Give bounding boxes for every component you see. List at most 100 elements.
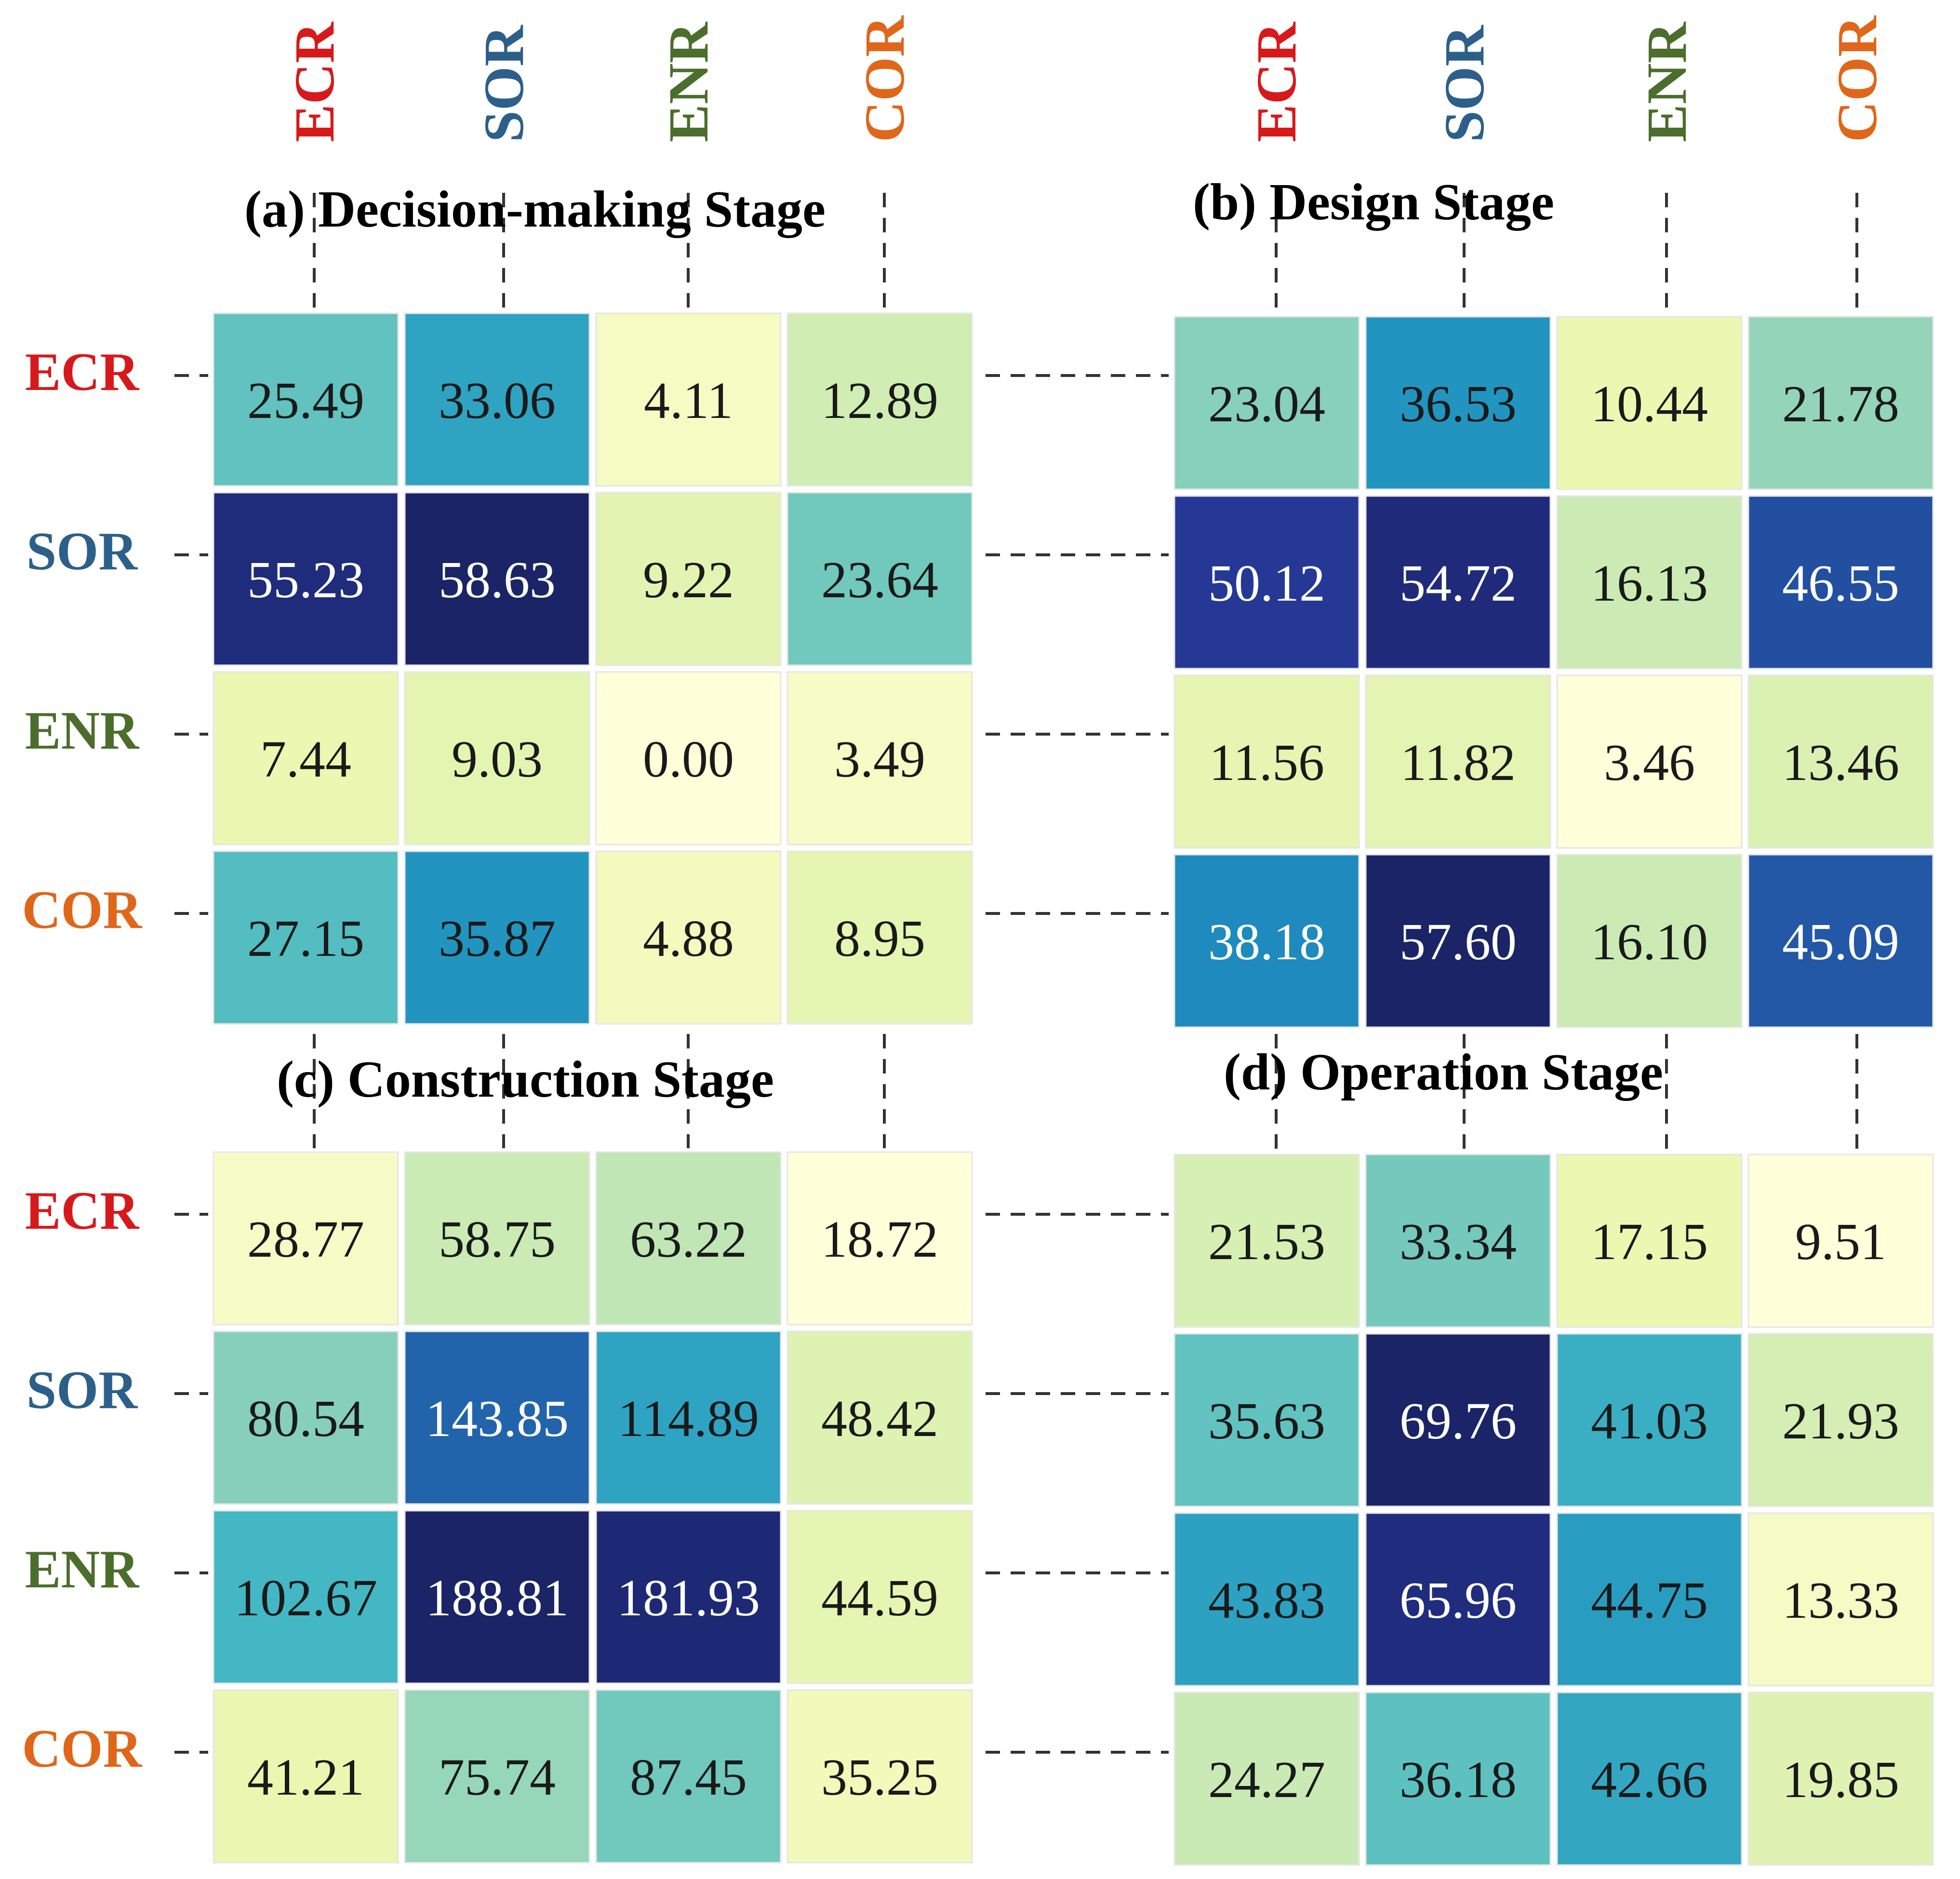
cell-label: 3.49 <box>834 731 925 788</box>
panel-title-b: (b) Design Stage <box>1193 174 1554 231</box>
cell-label: 21.53 <box>1208 1213 1325 1271</box>
cell-label: 58.75 <box>439 1211 556 1268</box>
heatmap-cell <box>1556 1691 1743 1866</box>
cell-label: 10.44 <box>1591 376 1708 433</box>
row-header-sor: SOR <box>27 1360 138 1420</box>
panel-title-a: (a) Decision-making Stage <box>244 181 826 238</box>
heatmap-cell <box>787 850 973 1025</box>
cell-label: 114.89 <box>618 1390 759 1448</box>
heatmap-cell <box>1747 316 1934 490</box>
heatmap-cell <box>404 492 590 666</box>
heatmap-cell <box>787 1151 973 1326</box>
row-header-ecr: ECR <box>25 1181 140 1241</box>
heatmap-cell <box>787 492 973 666</box>
panel-a: (a) Decision-making Stage 25.49 33.06 4.11 1… <box>213 181 973 1025</box>
column-header-enr: ENR <box>657 21 720 142</box>
cell-label: 87.45 <box>630 1749 747 1806</box>
heatmap-cell <box>787 312 973 487</box>
heatmap-cell <box>213 850 399 1025</box>
heatmap-cell <box>1556 854 1743 1028</box>
cell-label: 80.54 <box>247 1390 364 1448</box>
panel-title-d: (d) Operation Stage <box>1224 1044 1663 1101</box>
connector-lines <box>174 193 1858 1754</box>
panel-title-c: (c) Construction Stage <box>277 1051 774 1108</box>
column-header-enr: ENR <box>1635 21 1698 142</box>
cell-label: 33.06 <box>439 372 556 429</box>
panel-c: (c) Construction Stage 28.77 58.75 63.22 18.… <box>213 1051 973 1864</box>
cell-label: 27.15 <box>247 910 364 967</box>
row-header-cor: COR <box>22 1719 143 1779</box>
heatmap-cell <box>1173 1154 1360 1328</box>
heatmap-cell <box>787 1330 973 1505</box>
heatmap-cell <box>1365 1691 1551 1866</box>
cell-label: 58.63 <box>439 551 556 609</box>
cell-label: 33.34 <box>1400 1213 1517 1271</box>
cell-label: 25.49 <box>247 372 364 429</box>
column-headers: ECR SOR ENR COR ECR SOR ENR COR <box>283 15 1889 142</box>
heatmap-cell <box>404 1689 590 1864</box>
heatmap-cell <box>595 492 782 666</box>
cell-label: 102.67 <box>234 1570 377 1627</box>
cell-label: 35.87 <box>439 910 556 967</box>
heatmap-cell <box>213 492 399 666</box>
heatmap-cell <box>1747 495 1934 670</box>
heatmap-cell <box>1556 495 1743 670</box>
cell-label: 63.22 <box>630 1211 747 1268</box>
heatmap-cell <box>1747 674 1934 849</box>
heatmap-cell <box>1556 1154 1743 1328</box>
heatmap-cell <box>213 1510 399 1684</box>
cell-label: 21.93 <box>1782 1393 1899 1450</box>
cell-label: 46.55 <box>1782 555 1899 612</box>
cell-label: 36.53 <box>1400 376 1517 433</box>
cell-label: 4.88 <box>643 910 734 967</box>
cell-label: 44.75 <box>1591 1572 1708 1629</box>
cell-label: 54.72 <box>1400 555 1517 612</box>
row-headers: ECR SOR ENR COR ECR SOR ENR COR <box>22 342 143 1779</box>
heatmap-cell <box>404 1510 590 1684</box>
heatmap-cell <box>1556 674 1743 849</box>
column-header-sor: SOR <box>1433 25 1496 142</box>
heatmap-cell <box>1747 1512 1934 1687</box>
cell-label: 7.44 <box>260 731 351 788</box>
heatmap-cell <box>787 671 973 846</box>
cell-label: 24.27 <box>1208 1751 1325 1809</box>
row-header-sor: SOR <box>27 522 138 581</box>
heatmap-cell <box>1173 316 1360 490</box>
row-header-ecr: ECR <box>25 342 140 402</box>
heatmap-cell <box>1173 1333 1360 1507</box>
column-header-ecr: ECR <box>1245 21 1308 142</box>
cell-label: 143.85 <box>426 1390 569 1448</box>
heatmap-cell <box>213 1151 399 1326</box>
cell-label: 9.22 <box>643 551 734 609</box>
cell-label: 8.95 <box>834 910 925 967</box>
cell-label: 75.74 <box>439 1749 556 1806</box>
cell-label: 23.64 <box>821 551 938 609</box>
heatmap-cell <box>1556 1333 1743 1507</box>
column-header-cor: COR <box>853 15 916 142</box>
cell-label: 12.89 <box>821 372 938 429</box>
cell-label: 42.66 <box>1591 1751 1708 1809</box>
row-header-cor: COR <box>22 880 143 940</box>
heatmap-cell <box>595 1151 782 1326</box>
heatmap-cell <box>1365 674 1551 849</box>
heatmap-cell <box>1556 1512 1743 1687</box>
row-header-enr: ENR <box>25 701 140 761</box>
column-header-sor: SOR <box>472 25 535 142</box>
cell-label: 13.33 <box>1782 1572 1899 1629</box>
heatmap-cell <box>787 1510 973 1684</box>
heatmap-cell <box>595 850 782 1025</box>
cell-label: 9.51 <box>1795 1213 1886 1271</box>
row-header-enr: ENR <box>25 1540 140 1599</box>
cell-label: 17.15 <box>1591 1213 1708 1271</box>
heatmap-cell <box>404 1330 590 1505</box>
heatmap-cell <box>1173 495 1360 670</box>
cell-label: 0.00 <box>643 731 734 788</box>
heatmap-cell <box>1365 1512 1551 1687</box>
heatmap-cell <box>1747 1691 1934 1866</box>
cell-label: 43.83 <box>1208 1572 1325 1629</box>
cell-label: 38.18 <box>1208 913 1325 971</box>
heatmap-cell <box>1747 1333 1934 1507</box>
cell-label: 41.03 <box>1591 1393 1708 1450</box>
heatmap-cell <box>1365 316 1551 490</box>
